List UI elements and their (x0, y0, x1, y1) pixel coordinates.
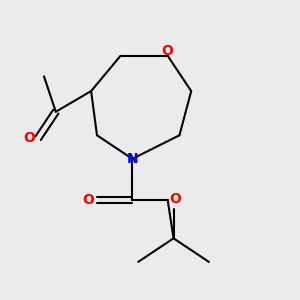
Text: O: O (169, 192, 181, 206)
Text: N: N (127, 152, 138, 166)
Text: O: O (82, 193, 94, 207)
Text: O: O (162, 44, 174, 58)
Text: O: O (23, 131, 35, 145)
